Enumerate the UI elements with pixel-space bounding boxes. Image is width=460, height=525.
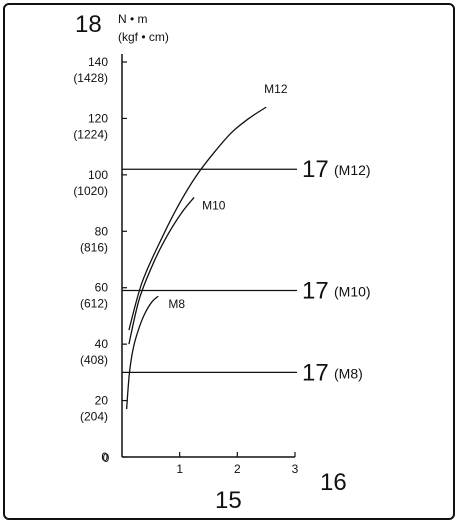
- y-unit-main: N • m: [118, 12, 148, 26]
- labels: M12 M10 M8: [168, 82, 288, 311]
- reference-label: (M8): [334, 365, 363, 381]
- axes: 020(204)40(408)60(612)80(816)100(1020)12…: [73, 54, 299, 476]
- y-tick-alt-label: (204): [80, 410, 108, 424]
- x-tick-label: 0: [103, 451, 110, 465]
- x-tick-label: 1: [176, 462, 183, 476]
- y-tick-label: 140: [88, 55, 108, 69]
- reference-number: 17: [302, 156, 329, 183]
- y-tick-label: 60: [95, 281, 109, 295]
- curve-m12: [128, 106, 267, 331]
- x-tick-label: 3: [292, 462, 299, 476]
- y-tick-alt-label: (816): [80, 240, 108, 254]
- y-tick-label: 80: [95, 224, 109, 238]
- y-tick-alt-label: (612): [80, 297, 108, 311]
- reference-label: (M12): [334, 162, 371, 178]
- reference-number: 17: [302, 359, 329, 386]
- reference-lines: 17 (M12) 17 (M10) 17 (M8): [122, 156, 371, 386]
- y-tick-label: 120: [88, 111, 108, 125]
- y-tick-label: 100: [88, 168, 108, 182]
- curve-label-m12: M12: [264, 82, 288, 96]
- curve-m8: [125, 295, 159, 410]
- figure-frame: [3, 3, 455, 520]
- y-tick-alt-label: (1020): [73, 184, 108, 198]
- x-tick-label: 2: [234, 462, 241, 476]
- curve-m10: [128, 197, 195, 345]
- curve-label-m8: M8: [168, 297, 185, 311]
- y-tick-label: 40: [95, 337, 109, 351]
- x-axis-callout: 16: [320, 469, 347, 496]
- y-tick-alt-label: (408): [80, 353, 108, 367]
- reference-number: 17: [302, 278, 329, 305]
- y-tick-label: 20: [95, 394, 109, 408]
- reference-label: (M10): [334, 284, 371, 300]
- y-tick-alt-label: (1224): [73, 127, 108, 141]
- curve-label-m10: M10: [202, 198, 226, 212]
- y-tick-label: 0: [101, 450, 108, 464]
- y-tick-alt-label: (1428): [73, 71, 108, 85]
- curves: [125, 106, 267, 410]
- y-callout: 18: [75, 11, 102, 38]
- x-callout: 15: [215, 487, 242, 514]
- y-unit-alt: (kgf • cm): [118, 30, 169, 44]
